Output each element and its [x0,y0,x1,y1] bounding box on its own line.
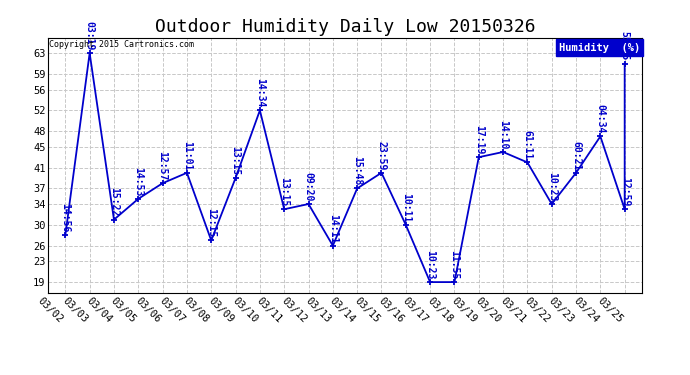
Text: 15:48: 15:48 [352,156,362,186]
Text: 14:34: 14:34 [255,78,265,108]
Text: 61:11: 61:11 [522,130,533,160]
Text: 03:19: 03:19 [85,21,95,50]
Text: 23:59: 23:59 [377,141,386,170]
Text: 10:23: 10:23 [425,250,435,279]
Text: 55:35: 55:35 [620,32,630,61]
Text: 14:53: 14:53 [133,166,144,196]
Text: 15:22: 15:22 [109,188,119,217]
Title: Outdoor Humidity Daily Low 20150326: Outdoor Humidity Daily Low 20150326 [155,18,535,36]
Text: 12:57: 12:57 [157,151,168,180]
Text: 14:56: 14:56 [60,203,70,232]
Text: 04:34: 04:34 [595,104,605,134]
Text: 14:11: 14:11 [328,213,338,243]
Text: 12:15: 12:15 [206,208,216,238]
Text: 60:21: 60:21 [571,141,581,170]
Text: 12:59: 12:59 [620,177,630,207]
Text: 11:55: 11:55 [449,250,460,279]
Text: 10:11: 10:11 [401,193,411,222]
Text: Humidity  (%): Humidity (%) [559,43,640,52]
Text: 13:15: 13:15 [230,146,241,175]
Text: 17:19: 17:19 [474,125,484,154]
Text: 09:20: 09:20 [304,172,313,201]
Text: 10:23: 10:23 [546,172,557,201]
Text: 13:15: 13:15 [279,177,289,207]
Text: 11:01: 11:01 [182,141,192,170]
Text: Copyright 2015 Cartronics.com: Copyright 2015 Cartronics.com [49,40,194,49]
Text: 14:10: 14:10 [498,120,508,149]
